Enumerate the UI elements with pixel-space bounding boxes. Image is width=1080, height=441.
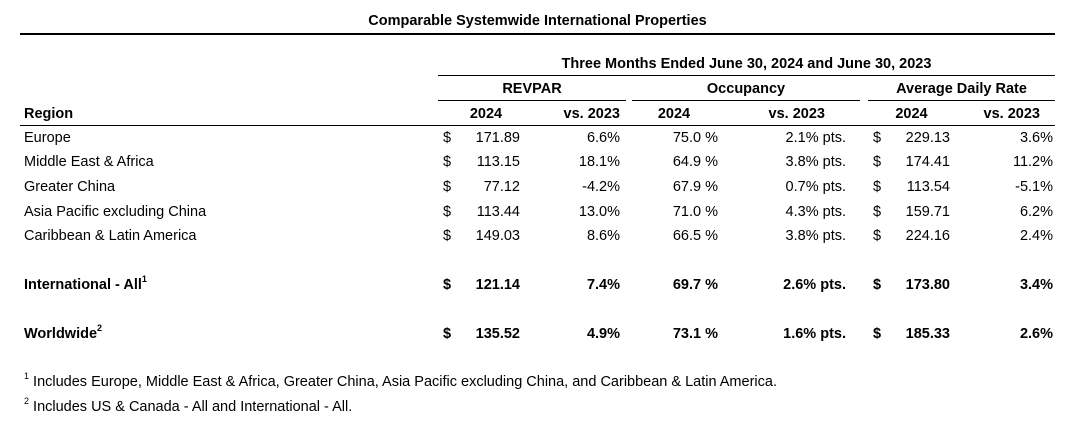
footnote-text: Includes Europe, Middle East & Africa, G… [33, 374, 777, 390]
occupancy-change: 4.3% pts. [785, 204, 846, 220]
footnote-reference: 2 [97, 323, 103, 334]
occupancy-change: 0.7% pts. [785, 179, 846, 195]
region-cell: Asia Pacific excluding China [24, 204, 207, 220]
occupancy-change: 2.1% pts. [785, 130, 846, 146]
revpar-change: 7.4% [586, 277, 620, 293]
occupancy-value: 66.5 % [672, 228, 718, 244]
column-occupancy-year: 2024 [657, 106, 691, 122]
footnote-reference: 1 [141, 274, 147, 285]
region-cell: Greater China [24, 179, 116, 195]
adr-value: 229.13 [905, 130, 950, 146]
revpar-change: 18.1% [578, 154, 620, 170]
occupancy-value: 73.1 % [672, 326, 718, 342]
currency-symbol: $ [873, 228, 882, 244]
revpar-value: 121.14 [475, 277, 520, 293]
revpar-value: 113.15 [476, 154, 520, 170]
column-region: Region [24, 106, 74, 122]
group-adr: Average Daily Rate [896, 81, 1027, 97]
column-revpar-vs: vs. 2023 [563, 106, 620, 122]
region-cell: Worldwide2 [24, 323, 424, 342]
occupancy-change: 3.8% pts. [785, 154, 846, 170]
column-occupancy-vs: vs. 2023 [768, 106, 825, 122]
adr-change: 6.2% [1019, 204, 1053, 220]
occupancy-change: 2.6% pts. [783, 277, 846, 293]
currency-symbol: $ [443, 277, 452, 293]
group-occupancy: Occupancy [706, 81, 786, 97]
table-title: Comparable Systemwide International Prop… [368, 13, 707, 29]
footnote-text: Includes US & Canada - All and Internati… [33, 399, 353, 415]
revpar-change: 4.9% [586, 326, 620, 342]
revpar-value: 135.52 [475, 326, 520, 342]
revpar-value: 113.44 [476, 204, 520, 220]
adr-value: 185.33 [905, 326, 950, 342]
revpar-change: 6.6% [586, 130, 620, 146]
occupancy-value: 71.0 % [672, 204, 718, 220]
currency-symbol: $ [443, 130, 452, 146]
currency-symbol: $ [873, 204, 882, 220]
group-revpar: REVPAR [502, 81, 562, 97]
currency-symbol: $ [443, 154, 452, 170]
footnote-mark: 2 [24, 396, 30, 407]
region-cell: Caribbean & Latin America [24, 228, 197, 244]
adr-value: 173.80 [905, 277, 950, 293]
currency-symbol: $ [873, 277, 882, 293]
revpar-change: 8.6% [586, 228, 620, 244]
footnote-mark: 1 [24, 371, 30, 382]
column-revpar-year: 2024 [469, 106, 503, 122]
occupancy-value: 67.9 % [672, 179, 718, 195]
adr-value: 113.54 [906, 179, 950, 195]
title-rule [20, 33, 1055, 35]
region-cell: International - All1 [24, 274, 424, 293]
currency-symbol: $ [443, 326, 452, 342]
adr-value: 224.16 [905, 228, 950, 244]
group-rule-revpar [438, 100, 626, 101]
revpar-value: 149.03 [475, 228, 520, 244]
region-cell: Middle East & Africa [24, 154, 154, 170]
adr-change: 3.6% [1019, 130, 1053, 146]
adr-change: 11.2% [1012, 154, 1053, 170]
occupancy-change: 3.8% pts. [785, 228, 846, 244]
occupancy-value: 64.9 % [672, 154, 718, 170]
adr-change: 2.4% [1019, 228, 1053, 244]
adr-value: 174.41 [905, 154, 950, 170]
region-label: International - All [24, 277, 142, 293]
currency-symbol: $ [873, 154, 882, 170]
revpar-change: -4.2% [582, 179, 620, 195]
region-cell: Europe [24, 130, 71, 146]
revpar-change: 13.0% [578, 204, 620, 220]
period-rule [438, 75, 1055, 76]
period-heading: Three Months Ended June 30, 2024 and Jun… [561, 56, 932, 72]
region-label: Worldwide [24, 326, 98, 342]
adr-change: 3.4% [1019, 277, 1053, 293]
adr-value: 159.71 [905, 204, 950, 220]
currency-symbol: $ [443, 179, 452, 195]
group-rule-adr [868, 100, 1055, 101]
adr-change: -5.1% [1015, 179, 1053, 195]
currency-symbol: $ [873, 179, 882, 195]
footnote-1: 1 Includes Europe, Middle East & Africa,… [24, 371, 777, 390]
adr-change: 2.6% [1019, 326, 1053, 342]
occupancy-change: 1.6% pts. [783, 326, 846, 342]
currency-symbol: $ [873, 130, 882, 146]
currency-symbol: $ [443, 228, 452, 244]
header-rule [20, 125, 1055, 126]
currency-symbol: $ [443, 204, 452, 220]
group-rule-occupancy [632, 100, 860, 101]
currency-symbol: $ [873, 326, 882, 342]
revpar-value: 171.89 [475, 130, 520, 146]
column-adr-year: 2024 [895, 106, 928, 122]
occupancy-value: 69.7 % [672, 277, 718, 293]
occupancy-value: 75.0 % [672, 130, 718, 146]
revpar-value: 77.12 [483, 179, 520, 195]
column-adr-vs: vs. 2023 [983, 106, 1040, 122]
footnote-2: 2 Includes US & Canada - All and Interna… [24, 396, 353, 415]
